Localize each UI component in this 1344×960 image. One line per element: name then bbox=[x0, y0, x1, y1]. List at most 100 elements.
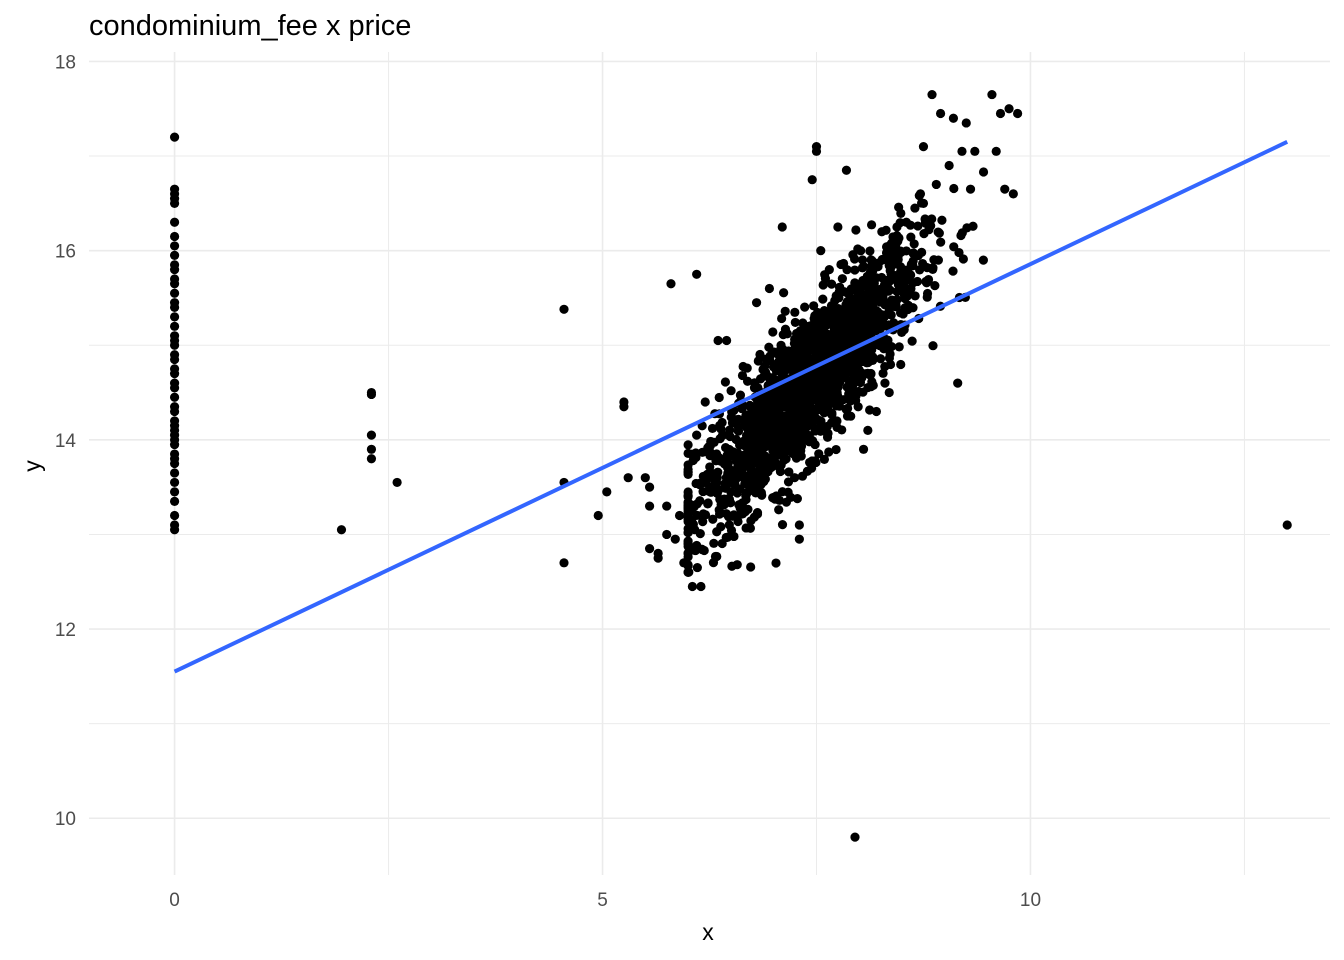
data-point bbox=[623, 473, 633, 483]
data-point bbox=[802, 466, 813, 476]
data-point bbox=[726, 386, 736, 396]
data-point bbox=[169, 331, 180, 341]
data-point bbox=[818, 384, 828, 395]
data-point bbox=[683, 512, 693, 522]
data-point bbox=[856, 331, 867, 341]
data-point bbox=[683, 440, 693, 450]
data-point bbox=[700, 510, 711, 520]
data-point bbox=[850, 832, 860, 842]
data-point bbox=[884, 353, 895, 363]
data-point bbox=[893, 251, 903, 261]
data-point bbox=[841, 165, 852, 175]
data-point bbox=[991, 146, 1001, 156]
data-point bbox=[920, 218, 930, 228]
x-tick-label: 5 bbox=[597, 890, 608, 911]
data-point bbox=[909, 239, 919, 249]
data-point bbox=[845, 339, 855, 349]
data-point bbox=[936, 237, 946, 247]
data-point bbox=[691, 478, 701, 489]
data-point bbox=[709, 538, 719, 548]
data-point bbox=[872, 295, 882, 305]
data-point bbox=[814, 345, 824, 355]
data-point bbox=[806, 395, 816, 406]
data-point bbox=[886, 342, 897, 352]
data-point bbox=[929, 255, 939, 265]
data-point bbox=[871, 273, 882, 283]
data-point bbox=[760, 451, 770, 461]
data-point bbox=[961, 118, 971, 128]
data-point bbox=[683, 460, 693, 470]
data-point bbox=[733, 426, 744, 436]
data-point bbox=[944, 160, 954, 171]
data-point bbox=[865, 246, 875, 256]
data-point bbox=[696, 581, 706, 592]
x-axis-title: x bbox=[702, 919, 714, 945]
data-point bbox=[978, 167, 989, 177]
data-point bbox=[819, 408, 829, 418]
data-point bbox=[169, 468, 180, 478]
data-point bbox=[957, 146, 967, 156]
data-point bbox=[755, 430, 766, 441]
data-point bbox=[559, 558, 569, 568]
data-point bbox=[593, 510, 603, 521]
data-point bbox=[712, 472, 722, 483]
data-point bbox=[859, 356, 869, 367]
data-point bbox=[772, 432, 782, 442]
data-point bbox=[877, 227, 887, 237]
data-point bbox=[640, 473, 650, 483]
data-point bbox=[764, 283, 775, 294]
data-point bbox=[810, 456, 820, 466]
data-point bbox=[169, 378, 180, 388]
data-point bbox=[770, 361, 781, 371]
data-point bbox=[883, 278, 893, 288]
data-point bbox=[1000, 184, 1010, 194]
data-point bbox=[707, 423, 718, 434]
data-point bbox=[392, 477, 402, 488]
data-point bbox=[774, 495, 785, 505]
data-point bbox=[781, 497, 791, 507]
data-point bbox=[777, 222, 787, 232]
data-point bbox=[644, 544, 655, 554]
data-point bbox=[720, 479, 730, 489]
data-point bbox=[853, 301, 864, 312]
data-point bbox=[795, 432, 806, 442]
data-point bbox=[896, 359, 906, 370]
data-point bbox=[949, 183, 959, 194]
data-point bbox=[713, 335, 723, 346]
data-point bbox=[880, 378, 890, 388]
data-point bbox=[995, 108, 1006, 119]
data-point bbox=[910, 291, 920, 301]
data-point bbox=[809, 301, 819, 311]
data-point bbox=[912, 276, 922, 287]
data-point bbox=[833, 321, 843, 331]
data-point bbox=[913, 221, 923, 231]
data-point bbox=[169, 260, 180, 270]
data-point bbox=[765, 459, 775, 469]
data-point bbox=[662, 501, 672, 511]
data-point bbox=[833, 222, 843, 232]
data-point bbox=[884, 387, 894, 398]
data-point bbox=[698, 477, 708, 488]
data-point bbox=[934, 228, 944, 238]
data-point bbox=[366, 430, 377, 440]
data-point bbox=[703, 499, 713, 509]
data-point bbox=[1282, 520, 1292, 530]
data-point bbox=[802, 349, 812, 359]
data-point bbox=[169, 288, 180, 298]
data-point bbox=[861, 320, 871, 330]
data-point bbox=[834, 329, 844, 339]
chart-title: condominium_fee x price bbox=[89, 10, 412, 42]
data-point bbox=[169, 487, 180, 497]
data-point bbox=[845, 396, 856, 406]
data-point bbox=[903, 300, 913, 310]
data-point bbox=[851, 225, 861, 235]
data-point bbox=[700, 397, 710, 407]
data-point bbox=[837, 274, 847, 284]
data-point bbox=[777, 313, 787, 324]
data-point bbox=[804, 432, 814, 442]
data-point bbox=[837, 364, 847, 374]
data-point bbox=[704, 441, 714, 451]
data-point bbox=[834, 401, 845, 411]
data-point bbox=[780, 443, 790, 453]
data-point bbox=[910, 203, 920, 213]
